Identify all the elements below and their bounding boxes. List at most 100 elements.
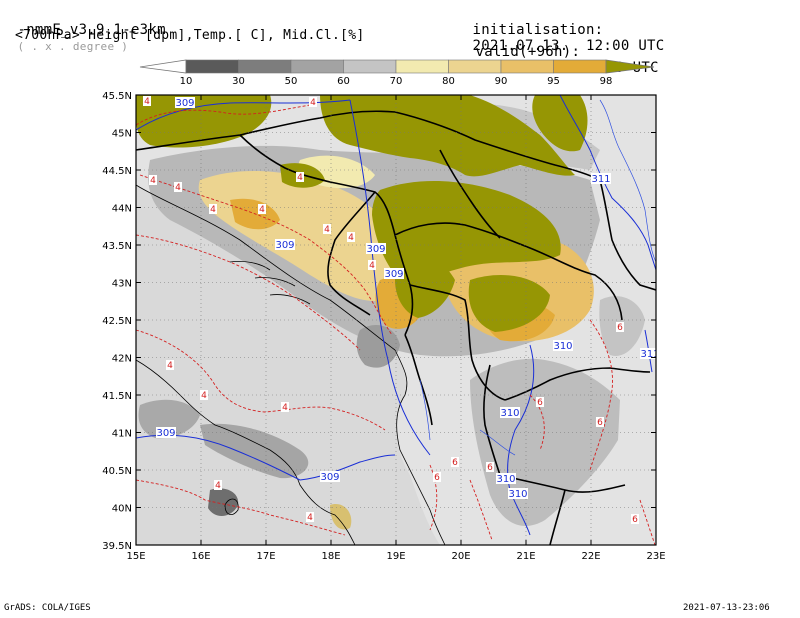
temperature-contour-label: 4: [259, 205, 265, 215]
lon-label: 17E: [256, 551, 275, 562]
height-label-bg: [366, 243, 386, 254]
temp-label-bg: [214, 480, 222, 490]
temperature-contour-label: 6: [487, 463, 493, 473]
lat-label: 43N: [112, 279, 132, 290]
longitude-labels: 15E 16E 17E 18E 19E 20E 21E 22E 23E: [126, 551, 665, 562]
temp-label-bg: [309, 97, 317, 107]
temperature-contour-labels: 4 4 4 4 4 4 4 4 4 4 4 4 4 4 4 6 6 6 6 6 6 6: [143, 96, 639, 525]
height-contour-label: 309: [275, 240, 294, 251]
lon-label: 16E: [191, 551, 210, 562]
height-label-bg: [384, 268, 404, 279]
height-contour-label: 309: [384, 269, 403, 280]
temp-label-bg: [486, 462, 494, 472]
height-contours: [136, 95, 656, 536]
temp-label-bg: [200, 390, 208, 400]
lon-label: 18E: [321, 551, 340, 562]
temperature-contour-label: 4: [175, 183, 181, 193]
rivers: [419, 99, 656, 456]
lat-label: 45.5N: [102, 91, 132, 102]
temperature-contour-label: 6: [537, 398, 543, 408]
temp-label-bg: [174, 182, 182, 192]
temperature-contour-label: 4: [210, 205, 216, 215]
temp-label-bg: [166, 360, 174, 370]
lat-label: 44N: [112, 204, 132, 215]
temp-label-bg: [296, 172, 304, 182]
lon-label: 22E: [581, 551, 600, 562]
colorbar: 10 30 50 60 70 80 90 95 98: [139, 59, 655, 87]
temperature-contour-label: 4: [310, 98, 316, 108]
temperature-contour-label: 4: [215, 481, 221, 491]
colorbar-box: [185, 59, 239, 74]
colorbar-label: 30: [232, 76, 245, 87]
lat-label: 40.5N: [102, 466, 132, 477]
colorbar-low-arrow: [139, 59, 187, 74]
lat-label: 44.5N: [102, 166, 132, 177]
temperature-contour-label: 6: [632, 515, 638, 525]
height-contour-label: 310: [553, 341, 572, 352]
temp-label-bg: [368, 260, 376, 270]
model-title: -nmmE_v3.9.1-e3km ( . x . degree ): [0, 6, 166, 54]
colorbar-box: [343, 59, 397, 74]
temp-label-bg: [143, 96, 151, 106]
temp-label-bg: [209, 204, 217, 214]
valid-label: valid(+96h):: [475, 44, 581, 60]
init-label: initialisation:: [472, 22, 604, 38]
temperature-contour-label: 4: [144, 97, 150, 107]
latitude-labels: 45.5N 45N 44.5N 44N 43.5N 43N 42.5N 42N 41.5N 41N…: [102, 91, 132, 552]
height-contour-label: 309: [320, 472, 339, 483]
colorbar-box: [290, 59, 344, 74]
temp-label-bg: [258, 204, 266, 214]
height-contour-label: 309: [156, 428, 175, 439]
temp-label-bg: [451, 457, 459, 467]
height-label-bg: [591, 173, 611, 184]
temp-label-bg: [616, 322, 624, 332]
subtitle: <700hPa> Height [dpm],Temp.[ C], Mid.Cl.…: [15, 28, 365, 43]
footer-credit: GrADS: COLA/IGES: [4, 603, 91, 613]
temperature-contour-label: 4: [369, 261, 375, 271]
temp-label-bg: [433, 472, 441, 482]
temperature-contour-label: 6: [434, 473, 440, 483]
temperature-contour-label: 4: [297, 173, 303, 183]
height-contour-label: 310: [500, 408, 519, 419]
temperature-contour-label: 4: [150, 176, 156, 186]
height-label-bg: [553, 340, 573, 351]
colorbar-label: 90: [495, 76, 508, 87]
height-label-bg: [640, 348, 656, 359]
temperature-contour-label: 4: [201, 391, 207, 401]
temperature-contour-label: 4: [348, 233, 354, 243]
grid-note: ( . x . degree ): [17, 40, 129, 53]
footer-timestamp: 2021-07-13-23:06: [683, 603, 770, 613]
height-contour-label: 309: [366, 244, 385, 255]
height-contour-label: 311: [640, 349, 659, 360]
lat-label: 45N: [112, 129, 132, 140]
lat-label: 43.5N: [102, 241, 132, 252]
temperature-contours: [136, 104, 656, 545]
height-contour-label: 310: [508, 489, 527, 500]
height-label-bg: [496, 473, 516, 484]
colorbar-box: [448, 59, 502, 74]
lon-label: 20E: [451, 551, 470, 562]
height-label-bg: [275, 239, 295, 250]
colorbar-label: 95: [547, 76, 560, 87]
height-label-bg: [500, 407, 520, 418]
lon-label: 15E: [126, 551, 145, 562]
lon-label: 19E: [386, 551, 405, 562]
height-label-bg: [175, 97, 195, 108]
height-contour-labels: 309 309 309 309 309 309 310 310 310 310 311 311: [156, 97, 659, 500]
temperature-contour-label: 4: [282, 403, 288, 413]
sea-area: [136, 185, 440, 545]
height-contour-label: 310: [496, 474, 515, 485]
colorbar-label: 70: [390, 76, 403, 87]
temperature-contour-label: 4: [167, 361, 173, 371]
temperature-contour-label: 6: [452, 458, 458, 468]
temperature-contour-label: 4: [324, 225, 330, 235]
colorbar-box: [238, 59, 292, 74]
height-contour-label: 311: [591, 174, 610, 185]
temperature-contour-label: 6: [617, 323, 623, 333]
height-label-bg: [156, 427, 176, 438]
axis-ticks: [135, 94, 657, 546]
colorbar-label: 10: [180, 76, 193, 87]
colorbar-label: 98: [600, 76, 613, 87]
lat-label: 42N: [112, 354, 132, 365]
